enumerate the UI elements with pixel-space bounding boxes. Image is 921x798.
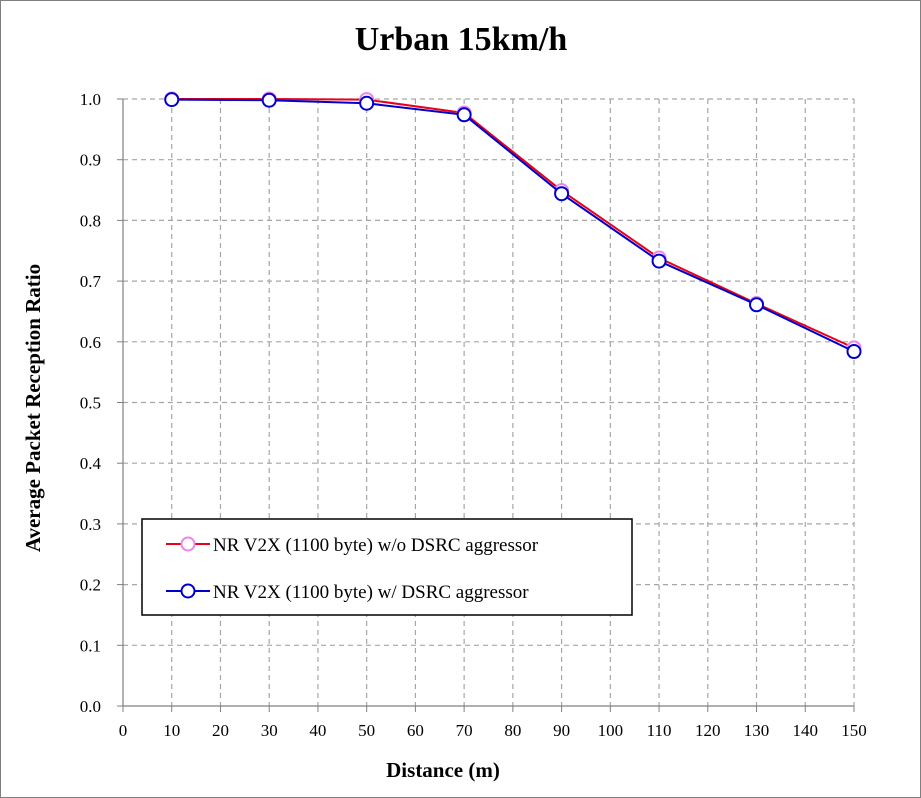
x-tick-label: 50 — [358, 721, 375, 740]
x-tick-label: 90 — [553, 721, 570, 740]
data-point — [846, 344, 862, 360]
x-tick-label: 20 — [212, 721, 229, 740]
y-axis-title: Average Packet Reception Ratio — [21, 264, 45, 552]
data-point — [164, 92, 180, 108]
y-tick-label: 0.2 — [80, 576, 101, 595]
x-tick-label: 130 — [744, 721, 770, 740]
data-point — [554, 186, 570, 202]
data-point — [749, 297, 765, 313]
legend-marker — [180, 536, 196, 552]
chart-title: Urban 15km/h — [355, 21, 568, 58]
x-tick-label: 140 — [793, 721, 819, 740]
legend-label: NR V2X (1100 byte) w/o DSRC aggressor — [213, 535, 539, 556]
x-tick-label: 40 — [309, 721, 326, 740]
y-tick-label: 0.4 — [80, 454, 102, 473]
legend-box — [141, 518, 633, 616]
legend-label: NR V2X (1100 byte) w/ DSRC aggressor — [213, 582, 529, 603]
x-tick-label: 80 — [504, 721, 521, 740]
y-tick-labels: 0.0 0.1 0.2 0.3 0.4 0.5 0.6 0.7 0.8 0.9 1.0 — [80, 90, 102, 716]
legend: NR V2X (1100 byte) w/o DSRC aggressor NR … — [141, 518, 633, 616]
y-tick-label: 0.6 — [80, 333, 101, 352]
legend-items: NR V2X (1100 byte) w/o DSRC aggressor NR … — [166, 535, 539, 603]
x-tick-labels: 0 10 20 30 40 50 60 70 80 90 100 110 120 130 140 150 — [119, 721, 867, 740]
axes — [117, 98, 855, 712]
x-tick-label: 100 — [598, 721, 624, 740]
x-tick-label: 60 — [407, 721, 424, 740]
y-tick-label: 0.1 — [80, 636, 101, 655]
x-tick-label: 110 — [647, 721, 672, 740]
y-tick-label: 0.3 — [80, 515, 101, 534]
y-tick-label: 1.0 — [80, 90, 101, 109]
x-tick-label: 30 — [261, 721, 278, 740]
x-axis-title: Distance (m) — [386, 758, 500, 782]
x-tick-label: 10 — [163, 721, 180, 740]
x-tick-label: 120 — [695, 721, 721, 740]
x-tick-label: 150 — [841, 721, 867, 740]
data-point — [456, 107, 472, 123]
y-tick-label: 0.9 — [80, 151, 101, 170]
x-tick-label: 70 — [456, 721, 473, 740]
data-point — [261, 92, 277, 108]
series-line — [171, 98, 855, 349]
series-2 — [164, 92, 862, 360]
series-line — [171, 98, 855, 353]
legend-item: NR V2X (1100 byte) w/ DSRC aggressor — [166, 582, 529, 603]
y-tick-label: 0.5 — [80, 394, 101, 413]
legend-item: NR V2X (1100 byte) w/o DSRC aggressor — [166, 535, 539, 556]
data-point — [359, 95, 375, 111]
x-tick-label: 0 — [119, 721, 128, 740]
y-tick-label: 0.8 — [80, 211, 101, 230]
legend-marker — [180, 583, 196, 599]
data-point — [651, 253, 667, 269]
y-tick-label: 0.0 — [80, 697, 101, 716]
series — [164, 91, 862, 360]
y-tick-label: 0.7 — [80, 272, 102, 291]
